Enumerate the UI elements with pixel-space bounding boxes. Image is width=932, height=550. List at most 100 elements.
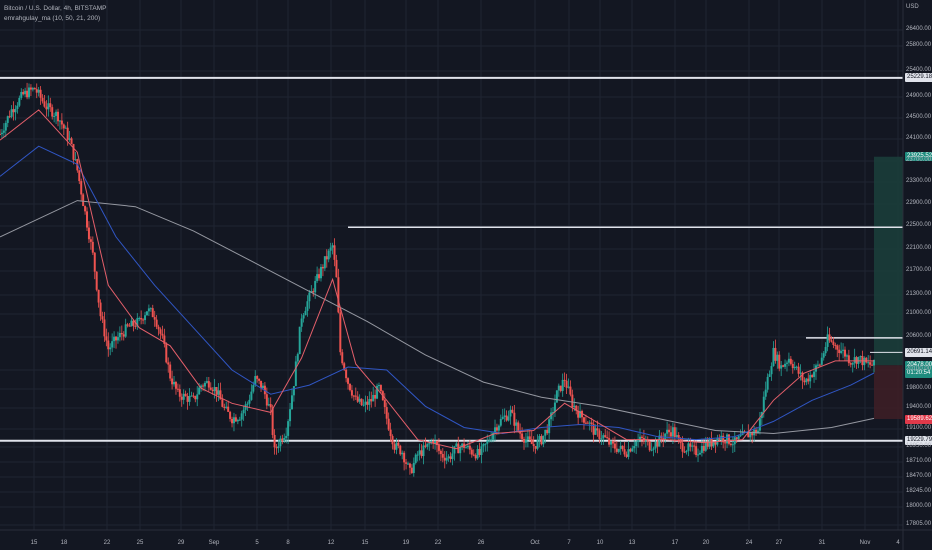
y-tick-label: 21300.00 <box>906 291 932 297</box>
candle-body <box>623 449 626 455</box>
candle-body <box>602 435 605 439</box>
candle-body <box>482 444 485 447</box>
candle-body <box>739 435 742 437</box>
candle-body <box>447 456 450 459</box>
candle-body <box>300 318 303 327</box>
candle-body <box>712 442 715 447</box>
candle-body <box>838 349 841 353</box>
candle-body <box>192 395 195 397</box>
candle-body <box>234 417 237 422</box>
candle-body <box>16 105 19 109</box>
candle-body <box>698 452 701 455</box>
candle-body <box>801 372 804 381</box>
candle-body <box>29 87 32 90</box>
x-tick-label: Oct <box>530 540 540 546</box>
x-tick-label: 20 <box>702 540 710 546</box>
candle-body <box>95 271 98 290</box>
candle-body <box>787 358 790 363</box>
candle-body <box>737 436 740 439</box>
y-tick-label: 20600.00 <box>906 333 932 339</box>
candle-body <box>843 349 846 357</box>
symbol-title[interactable]: Bitcoin / U.S. Dollar, 4h, BITSTAMP <box>4 5 107 12</box>
candle-body <box>532 444 535 447</box>
candle-body <box>391 436 394 445</box>
candle-body <box>708 438 711 447</box>
candle-body <box>455 443 458 447</box>
candle-body <box>687 443 690 451</box>
candle-body <box>718 437 721 440</box>
candle-body <box>124 324 127 337</box>
candle-body <box>658 435 661 447</box>
x-tick-label: 29 <box>177 540 185 546</box>
candle-body <box>695 446 698 456</box>
x-tick-label: 24 <box>745 540 753 546</box>
x-tick-label: 31 <box>818 540 826 546</box>
candle-body <box>422 445 425 457</box>
candle-body <box>22 91 25 95</box>
candle-body <box>26 90 29 98</box>
candle-body <box>610 441 613 445</box>
candle-body <box>826 334 829 347</box>
candle-body <box>582 417 585 423</box>
candle-body <box>834 344 837 346</box>
candle-body <box>789 358 792 364</box>
candle-body <box>439 450 442 454</box>
candle-body <box>323 256 326 269</box>
candle-body <box>294 361 297 387</box>
candle-body <box>751 432 754 436</box>
candle-body <box>66 127 69 140</box>
candle-body <box>399 445 402 455</box>
candle-body <box>840 350 843 353</box>
candle-body <box>329 247 332 251</box>
candle-body <box>561 379 564 391</box>
candle-body <box>310 291 313 293</box>
x-tick-label: 22 <box>434 540 442 546</box>
candle-body <box>188 395 191 402</box>
indicator-label[interactable]: emrahgulay_ma (10, 50, 21, 200) <box>4 15 101 22</box>
y-tick-label: 18245.00 <box>906 488 932 494</box>
candle-body <box>497 425 500 431</box>
candle-body <box>470 449 473 455</box>
candle-body <box>677 435 680 439</box>
candle-body <box>376 385 379 399</box>
x-tick-label: 10 <box>596 540 604 546</box>
candle-body <box>797 366 800 374</box>
candle-body <box>621 445 624 450</box>
candle-body <box>633 446 636 449</box>
candle-body <box>360 398 363 405</box>
candle-body <box>20 91 23 98</box>
candle-body <box>515 422 518 426</box>
candle-body <box>296 354 299 362</box>
candle-body <box>416 454 419 456</box>
x-tick-label: 7 <box>567 540 571 546</box>
candle-body <box>408 463 411 468</box>
candle-body <box>441 453 444 458</box>
candle-body <box>180 396 183 400</box>
candle-body <box>685 450 688 453</box>
candle-body <box>244 404 247 410</box>
candle-body <box>430 441 433 444</box>
candle-body <box>490 439 493 441</box>
candle-body <box>231 418 234 424</box>
chart-legend: Bitcoin / U.S. Dollar, 4h, BITSTAMP emra… <box>4 4 106 24</box>
candle-body <box>312 291 315 293</box>
candle-body <box>461 443 464 448</box>
candle-body <box>809 375 812 382</box>
candle-body <box>321 266 324 269</box>
candle-body <box>302 315 305 319</box>
candle-body <box>260 380 263 389</box>
candle-body <box>548 419 551 434</box>
candle-body <box>113 336 116 342</box>
candle-body <box>118 332 121 338</box>
candle-body <box>12 109 15 113</box>
candle-body <box>207 381 210 388</box>
candle-body <box>505 415 508 421</box>
x-tick-label: 17 <box>671 540 679 546</box>
candle-body <box>756 430 759 434</box>
candle-body <box>364 401 367 405</box>
candle-body <box>89 239 92 242</box>
candle-body <box>557 385 560 391</box>
price-tag: 20478.00 <box>905 360 932 370</box>
